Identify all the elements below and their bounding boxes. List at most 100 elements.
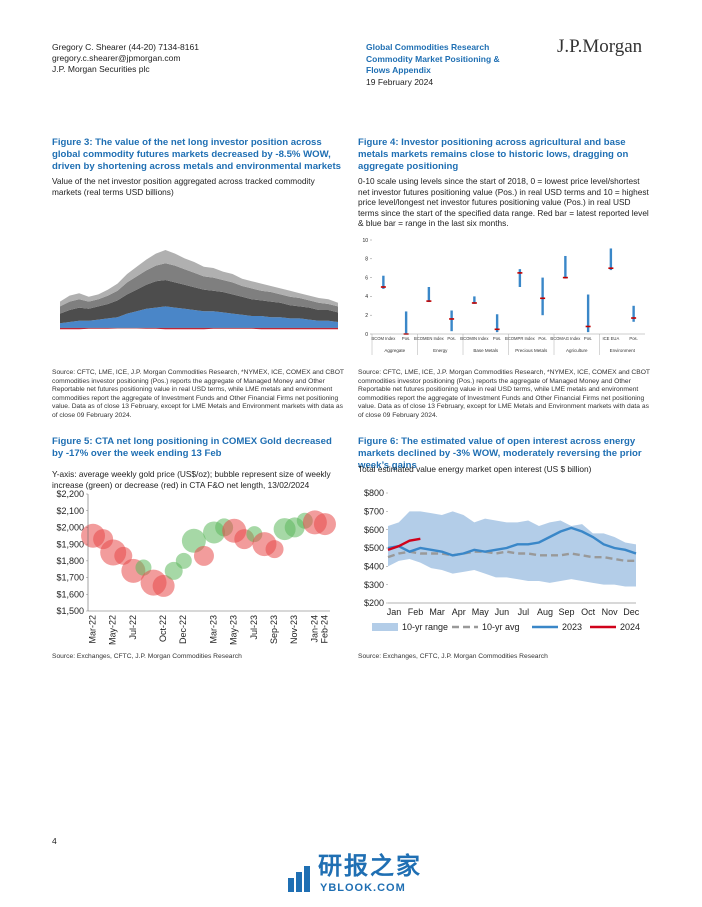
legend-label: 2024 — [620, 622, 640, 632]
x-tick-label: Feb-24 — [319, 615, 329, 644]
figure-source: Source: Exchanges, CFTC, J.P. Morgan Com… — [52, 653, 242, 660]
watermark-url: YBLOOK.COM — [320, 882, 406, 894]
range-band — [388, 511, 636, 587]
report-title: Commodity Market Positioning & Flows App… — [366, 54, 500, 75]
x-tick-label: Mar — [429, 607, 445, 617]
latest-bar — [562, 276, 568, 279]
legend-label: 2023 — [562, 622, 582, 632]
range-bar — [473, 296, 476, 304]
y-tick-label: $200 — [364, 598, 384, 608]
figure-title: Figure 3: The value of the net long inve… — [52, 137, 341, 172]
group-label: Energy — [433, 348, 448, 353]
y-tick-label: $600 — [364, 525, 384, 535]
group-label: Base Metals — [473, 348, 499, 353]
email: gregory.c.shearer@jpmorgan.com — [52, 53, 181, 63]
y-tick-label: $2,100 — [56, 506, 84, 516]
latest-bar — [585, 325, 591, 328]
author: Gregory C. Shearer (44-20) 7134-8161 — [52, 42, 199, 52]
figure-subtitle: Total estimated value energy market open… — [358, 464, 592, 474]
figure-source: Source: CFTC, LME, ICE, J.P. Morgan Comm… — [358, 369, 650, 419]
latest-bar — [449, 318, 455, 320]
y-tick-label: $300 — [364, 580, 384, 590]
latest-bar — [380, 286, 386, 288]
watermark-icon — [296, 872, 302, 892]
x-tick-label: Jun — [495, 607, 510, 617]
entity: J.P. Morgan Securities plc — [52, 64, 150, 74]
x-tick-label: Jul-23 — [249, 615, 259, 640]
y-tick-label: $1,600 — [56, 589, 84, 599]
figure-source: Source: Exchanges, CFTC, J.P. Morgan Com… — [358, 653, 548, 660]
latest-bar — [426, 300, 432, 302]
x-tick-label: BCOMEN Index — [414, 336, 445, 341]
area — [60, 280, 338, 324]
y-tick-label: 2 — [365, 313, 368, 319]
x-tick-label: Pos. — [538, 336, 546, 341]
range-bar — [427, 287, 431, 303]
y-tick-label: $800 — [364, 488, 384, 498]
range-bar — [382, 275, 385, 289]
latest-bar — [540, 297, 546, 300]
group-label: Precious Metals — [515, 348, 548, 353]
figure-subtitle: Value of the net investor position aggre… — [52, 176, 315, 197]
area — [60, 328, 338, 330]
y-tick-label: $1,700 — [56, 573, 84, 583]
legend-label: 10-yr avg — [482, 622, 520, 632]
range-bar — [541, 277, 544, 316]
x-tick-label: Pos. — [447, 336, 455, 341]
bubble — [193, 545, 214, 566]
line — [387, 526, 637, 557]
x-tick-label: Pos. — [584, 336, 592, 341]
x-tick-label: BCOMIN Index — [460, 336, 489, 341]
area — [60, 250, 338, 307]
figure-subtitle: 0-10 scale using levels since the start … — [358, 176, 649, 228]
y-tick-label: $700 — [364, 506, 384, 516]
x-tick-label: Nov — [602, 607, 619, 617]
y-tick-label: $1,800 — [56, 556, 84, 566]
figure-subtitle: Y-axis: average weekly gold price (US$/o… — [52, 469, 331, 490]
y-tick-label: $2,000 — [56, 523, 84, 533]
latest-bar — [471, 302, 477, 304]
x-tick-label: Jul-22 — [128, 615, 138, 640]
bubble — [265, 540, 284, 559]
group-label: Environment — [610, 348, 636, 353]
legend-label: 10-yr range — [402, 622, 448, 632]
x-tick-label: BCOMAG Index — [550, 336, 581, 341]
y-tick-label: $400 — [364, 561, 384, 571]
x-tick-label: Dec-22 — [178, 615, 188, 644]
range-bar — [609, 248, 613, 271]
figure-source: Source: CFTC, LME, ICE, J.P. Morgan Comm… — [52, 369, 344, 419]
x-tick-label: May-23 — [229, 615, 239, 645]
x-tick-label: Jan — [387, 607, 402, 617]
x-tick-label: Jul — [518, 607, 530, 617]
page-number: 4 — [52, 836, 57, 846]
figure-title: Figure 6: The estimated value of open in… — [358, 436, 642, 471]
bubble — [152, 574, 175, 597]
x-tick-label: Nov-23 — [289, 615, 299, 644]
range-bar — [404, 311, 408, 334]
y-tick-label: 8 — [365, 257, 368, 263]
figure-title: Figure 4: Investor positioning across ag… — [358, 137, 629, 172]
x-tick-label: Pos. — [402, 336, 410, 341]
area — [60, 263, 338, 314]
x-tick-label: Mar-22 — [87, 615, 97, 644]
figure-title: Figure 5: CTA net long positioning in CO… — [52, 436, 332, 459]
range-bar — [450, 310, 453, 332]
x-tick-label: BCOM Index — [371, 336, 396, 341]
range-bar — [495, 314, 499, 333]
watermark-icon — [288, 878, 294, 892]
x-tick-label: Jan-24 — [309, 615, 319, 643]
y-tick-label: 4 — [365, 294, 368, 300]
y-tick-label: 6 — [365, 275, 368, 281]
y-tick-label: 10 — [362, 238, 368, 244]
x-tick-label: Feb — [408, 607, 424, 617]
department: Global Commodities Research — [366, 42, 490, 52]
range-bar — [564, 255, 567, 279]
x-tick-label: May-22 — [108, 615, 118, 645]
x-tick-label: ICE EUA — [602, 336, 619, 341]
legend-swatch — [372, 623, 398, 631]
bubble — [175, 552, 192, 569]
x-tick-label: Sep-23 — [269, 615, 279, 644]
range-bar — [586, 294, 590, 333]
